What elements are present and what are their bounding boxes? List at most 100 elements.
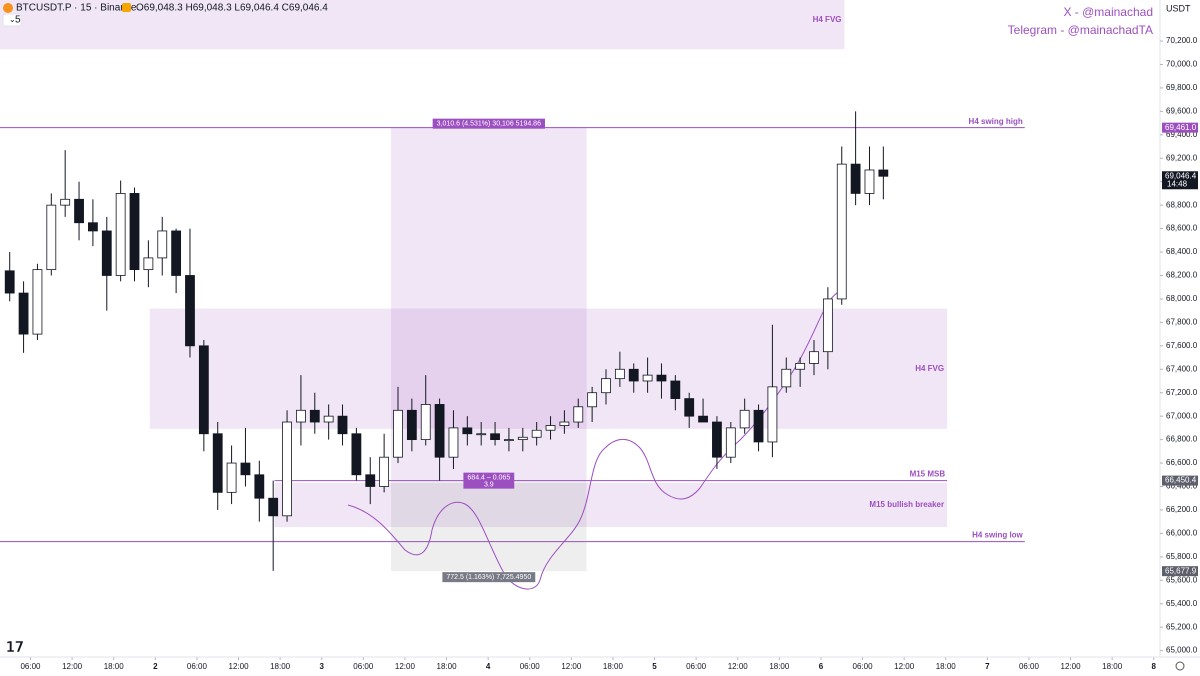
zone bbox=[0, 0, 845, 50]
y-tick-label: 70,200.0 bbox=[1166, 36, 1198, 45]
y-tick-label: 69,800.0 bbox=[1166, 83, 1198, 92]
candle-body bbox=[822, 298, 833, 353]
x-tick-label: 12:00 bbox=[894, 662, 915, 671]
candle-body bbox=[684, 398, 695, 417]
x-tick-label: 06:00 bbox=[20, 662, 41, 671]
candle-body bbox=[46, 204, 57, 271]
price-axis: 70,200.0 70,000.0 69,800.0 69,600.0 69,400.0… bbox=[1160, 36, 1198, 655]
measure-up bbox=[391, 127, 587, 481]
countdown: 14:48 bbox=[1167, 179, 1188, 188]
x-tick-label: 06:00 bbox=[353, 662, 374, 671]
y-tick-label: 66,600.0 bbox=[1166, 458, 1198, 467]
candle-body bbox=[517, 436, 528, 441]
x-tick-label: 6 bbox=[819, 662, 824, 671]
y-tick-label: 65,000.0 bbox=[1166, 646, 1198, 655]
candle-body bbox=[642, 374, 653, 382]
candle-body bbox=[795, 363, 806, 370]
y-tick-label: 69,400.0 bbox=[1166, 130, 1198, 139]
candle-body bbox=[601, 378, 611, 394]
x-tick-label: 18:00 bbox=[1102, 662, 1123, 671]
annotations: H4 FVG H4 FVG M15 bullish breaker 3,010.6 (… bbox=[432, 15, 1024, 583]
candle-body bbox=[254, 474, 265, 499]
candle-body bbox=[185, 275, 195, 347]
candle-body bbox=[545, 425, 556, 431]
candle-body bbox=[4, 270, 15, 294]
x-tick-label: 06:00 bbox=[853, 662, 874, 671]
y-tick-label: 68,000.0 bbox=[1166, 294, 1198, 303]
y-tick-label: 65,800.0 bbox=[1166, 552, 1198, 561]
level-label: M15 MSB bbox=[910, 470, 946, 479]
indicator-toggle[interactable] bbox=[2, 13, 22, 27]
zone-label: H4 FVG bbox=[915, 364, 944, 373]
y-tick-label: 67,800.0 bbox=[1166, 317, 1198, 326]
settings-icon[interactable] bbox=[1175, 661, 1185, 671]
candle-body bbox=[698, 415, 708, 423]
y-tick-label: 68,400.0 bbox=[1166, 247, 1198, 256]
credit-telegram: Telegram - @mainachadTA bbox=[1008, 23, 1153, 37]
y-tick-label: 65,400.0 bbox=[1166, 599, 1198, 608]
price-marker bbox=[1162, 122, 1198, 133]
price-marker bbox=[1162, 475, 1198, 486]
candle-body bbox=[836, 163, 847, 300]
x-tick-label: 06:00 bbox=[520, 662, 541, 671]
x-tick-label: 12:00 bbox=[229, 662, 250, 671]
candle-body bbox=[379, 456, 390, 487]
zone-label: H4 FVG bbox=[813, 15, 842, 24]
candle-body bbox=[753, 409, 764, 443]
toggle-arrow: ⌄ bbox=[9, 15, 16, 24]
level-label: H4 swing high bbox=[969, 117, 1023, 126]
level-label: H4 swing low bbox=[972, 531, 1023, 540]
candle-body bbox=[143, 257, 154, 271]
measure bbox=[391, 127, 587, 572]
candle-body bbox=[101, 230, 112, 276]
x-tick-label: 06:00 bbox=[1019, 662, 1040, 671]
candle-body bbox=[448, 427, 459, 458]
x-tick-label: 5 bbox=[652, 662, 657, 671]
measure-label: 3,010.6 (4.531%) 30,106 5194.86 bbox=[437, 121, 541, 128]
y-tick-label: 66,000.0 bbox=[1166, 529, 1198, 538]
candle-body bbox=[864, 169, 875, 194]
measure-down bbox=[391, 480, 587, 572]
candle-body bbox=[74, 198, 84, 224]
x-tick-label: 12:00 bbox=[561, 662, 582, 671]
candle-body bbox=[434, 404, 445, 458]
candle-body bbox=[573, 406, 584, 423]
candle-body bbox=[18, 292, 29, 335]
candle-body bbox=[670, 380, 681, 399]
candle-body bbox=[531, 429, 542, 438]
y-tick-label: 68,800.0 bbox=[1166, 200, 1198, 209]
axes: 06:00 12:00 18:00 2 06:00 12:00 18:00 3 06:00 12:… bbox=[20, 657, 1157, 671]
y-tick-label: 67,400.0 bbox=[1166, 364, 1198, 373]
candle-body bbox=[115, 193, 126, 276]
zone-label: M15 bullish breaker bbox=[869, 500, 944, 509]
y-tick-label: 66,200.0 bbox=[1166, 505, 1198, 514]
x-tick-label: 06:00 bbox=[187, 662, 208, 671]
candle-body bbox=[809, 351, 819, 364]
x-tick-label: 18:00 bbox=[603, 662, 624, 671]
x-tick-label: 12:00 bbox=[395, 662, 416, 671]
candle-body bbox=[767, 386, 778, 443]
y-tick-label: 66,800.0 bbox=[1166, 435, 1198, 444]
indicator-count: 5 bbox=[15, 15, 21, 26]
x-tick-label: 12:00 bbox=[728, 662, 749, 671]
candle-body bbox=[462, 427, 473, 435]
candle-body bbox=[171, 230, 182, 276]
exchange-icon bbox=[122, 3, 131, 12]
candle-body bbox=[198, 345, 209, 435]
y-tick-label: 65,600.0 bbox=[1166, 575, 1198, 584]
x-tick-label: 12:00 bbox=[1061, 662, 1082, 671]
y-tick-label: 67,200.0 bbox=[1166, 388, 1198, 397]
candle-body bbox=[712, 421, 722, 458]
candle-body bbox=[559, 421, 570, 426]
x-tick-label: 18:00 bbox=[270, 662, 291, 671]
y-tick-label: 69,200.0 bbox=[1166, 153, 1198, 162]
candle-body bbox=[406, 409, 417, 441]
x-tick-label: 3 bbox=[319, 662, 324, 671]
candle-body bbox=[628, 368, 639, 382]
x-tick-label: 7 bbox=[985, 662, 990, 671]
candle-body bbox=[420, 404, 431, 441]
candle-body bbox=[296, 409, 306, 423]
price-marker-label: 65,677.9 bbox=[1165, 566, 1197, 575]
measure-label: 684.4 – 0.065 bbox=[467, 474, 510, 481]
